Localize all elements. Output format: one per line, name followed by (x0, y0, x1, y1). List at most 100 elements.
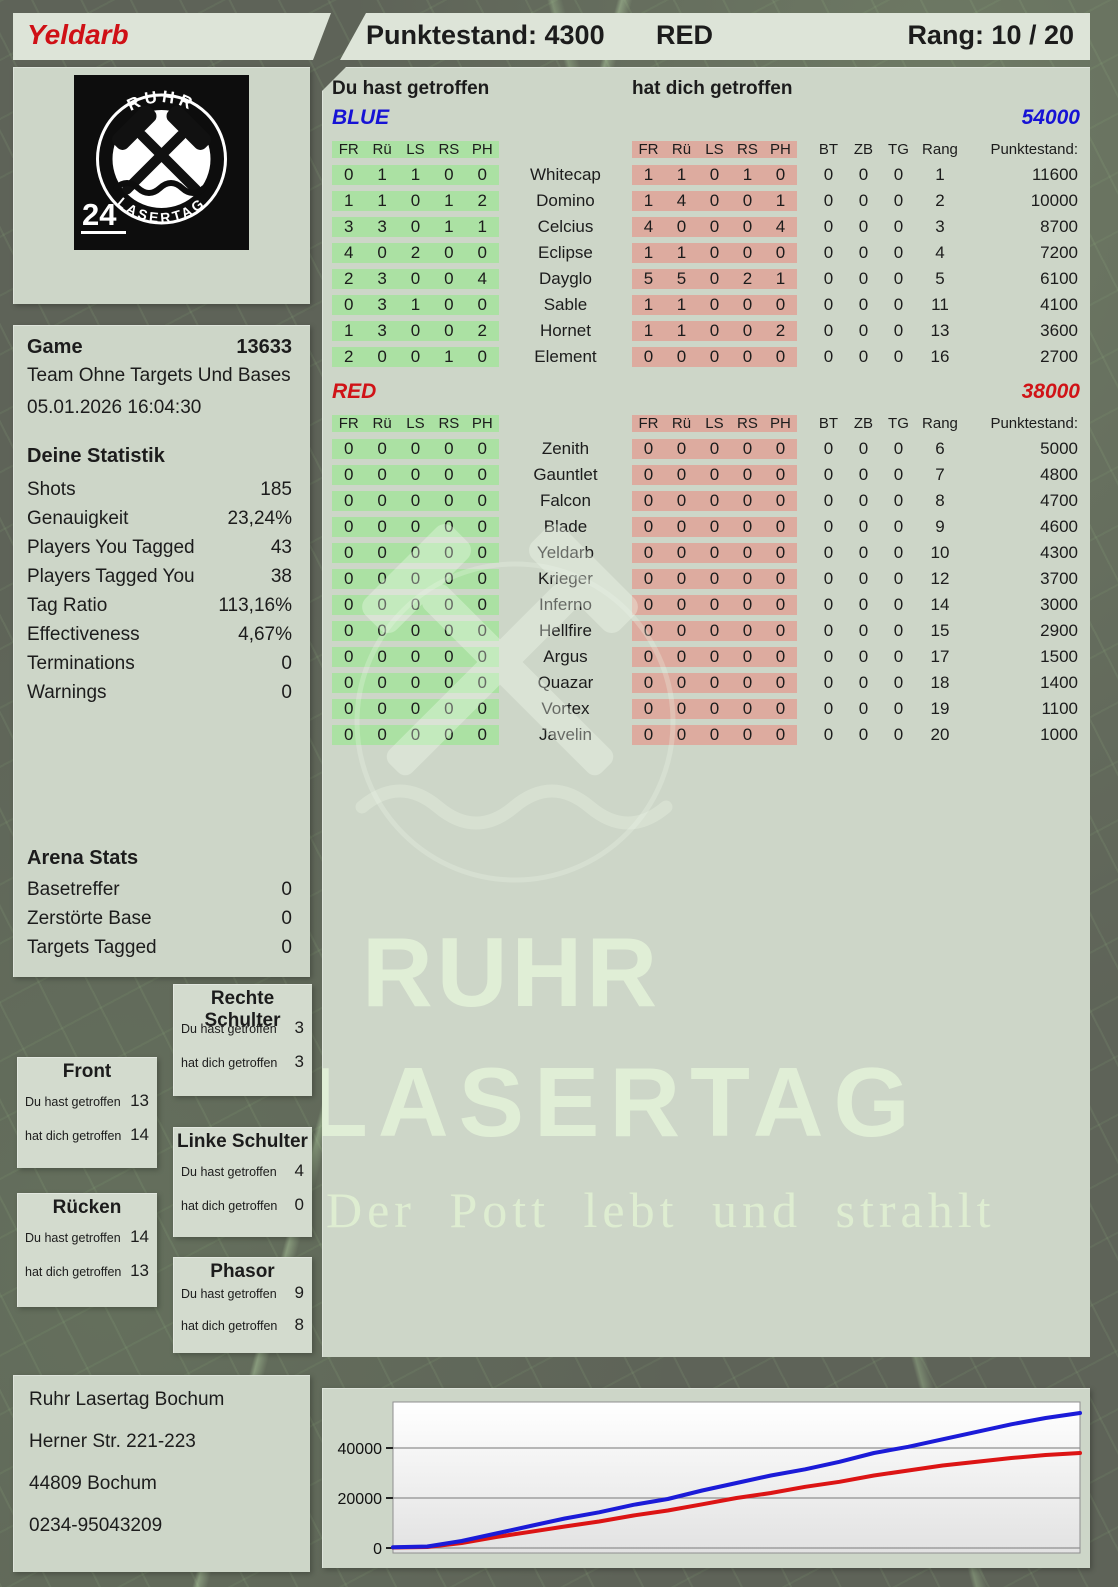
cell-rang: 15 (930, 621, 950, 640)
player-name-bar: Yeldarb (13, 13, 331, 60)
column-header-tg: TG (888, 414, 909, 432)
cell-taken: 0 (664, 217, 698, 237)
column-header-punktestand: Punktestand: (990, 140, 1078, 158)
series-line-red (391, 1451, 1082, 1550)
cell-given: 0 (432, 543, 466, 563)
cell-rang: 7 (935, 465, 945, 484)
hitbox-taken-row: hat dich getroffen 13 (25, 1261, 149, 1281)
cell-given: 0 (332, 673, 366, 693)
cell-given: 0 (332, 491, 366, 511)
cell-tg: 0 (893, 491, 904, 510)
cell-given: 0 (432, 321, 466, 341)
hitbox-title: Linke Schulter (177, 1131, 308, 1152)
cell-taken: 0 (763, 621, 797, 641)
cell-taken: 1 (631, 321, 665, 341)
column-header-taken: Rü (664, 140, 698, 158)
cell-rang: 10 (930, 543, 950, 562)
logo-badge-24: 24 (82, 197, 117, 232)
taken-value: 14 (130, 1125, 149, 1144)
table-row: 0 0 0 0 0 Inferno 0 0 0 0 0 0 0 0 14 3000 (332, 592, 1080, 618)
cell-given: 0 (465, 165, 499, 185)
cell-taken: 0 (763, 517, 797, 537)
cell-zb: 0 (858, 725, 869, 744)
cell-taken: 0 (763, 569, 797, 589)
table-row: 0 0 0 0 0 Krieger 0 0 0 0 0 0 0 0 12 3700 (332, 566, 1080, 592)
cell-given: 3 (365, 295, 399, 315)
stat-row: Tag Ratio 113,16% (27, 591, 292, 620)
cell-taken: 0 (763, 491, 797, 511)
cell-punktestand: 1500 (1040, 647, 1078, 666)
column-header-given: RS (432, 140, 466, 158)
table-row: 0 0 0 0 0 Vortex 0 0 0 0 0 0 0 0 19 1100 (332, 696, 1080, 722)
cell-rang: 8 (935, 491, 945, 510)
table-row: 0 0 0 0 0 Quazar 0 0 0 0 0 0 0 0 18 1400 (332, 670, 1080, 696)
score-header-bar: Punktestand: 4300 RED Rang: 10 / 20 (340, 13, 1090, 60)
cell-given: 0 (465, 647, 499, 667)
cell-given: 0 (398, 321, 433, 341)
cell-given: 3 (365, 217, 399, 237)
cell-rang: 18 (930, 673, 950, 692)
cell-tg: 0 (893, 673, 904, 692)
cell-taken: 0 (763, 165, 797, 185)
cell-zb: 0 (858, 439, 869, 458)
cell-punktestand: 5000 (1040, 439, 1078, 458)
cell-bt: 0 (823, 269, 834, 288)
taken-label: hat dich getroffen (181, 1199, 278, 1213)
stats-list: Shots 185 Genauigkeit 23,24% Players You Tag… (27, 475, 292, 707)
cell-punktestand: 4600 (1040, 517, 1078, 536)
cell-taken: 0 (697, 243, 731, 263)
hitbox-linke-schulter: Linke Schulter Du hast getroffen 4 hat di… (173, 1127, 312, 1237)
given-label: Du hast getroffen (25, 1095, 121, 1109)
cell-tg: 0 (893, 699, 904, 718)
cell-given: 0 (332, 439, 366, 459)
cell-given: 2 (332, 347, 366, 367)
column-header-given: LS (398, 140, 433, 158)
column-header-zb: ZB (853, 414, 874, 432)
cell-zb: 0 (858, 673, 869, 692)
cell-taken: 1 (763, 191, 797, 211)
game-id: 13633 (236, 336, 292, 358)
cell-taken: 0 (763, 439, 797, 459)
cell-taken: 4 (664, 191, 698, 211)
cell-taken: 0 (631, 517, 665, 537)
cell-punktestand: 4100 (1040, 295, 1078, 314)
cell-punktestand: 7200 (1040, 243, 1078, 262)
cell-punktestand: 3600 (1040, 321, 1078, 340)
column-header-given: PH (465, 414, 499, 432)
given-value: 14 (130, 1227, 149, 1246)
cell-tg: 0 (893, 465, 904, 484)
cell-taken: 0 (631, 347, 665, 367)
stat-label: Players You Tagged (27, 536, 195, 558)
cell-taken: 0 (664, 725, 698, 745)
cell-zb: 0 (858, 543, 869, 562)
cell-given: 3 (332, 217, 366, 237)
column-header-taken: FR (631, 414, 665, 432)
cell-tg: 0 (893, 295, 904, 314)
player-name: Whitecap (530, 165, 601, 184)
cell-given: 0 (398, 217, 433, 237)
cell-bt: 0 (823, 191, 834, 210)
column-header-tg: TG (888, 140, 909, 158)
stat-value: 0 (281, 936, 292, 958)
stat-row: Genauigkeit 23,24% (27, 504, 292, 533)
stat-row: Players Tagged You 38 (27, 562, 292, 591)
address-line: 0234-95043209 (29, 1515, 163, 1536)
cell-given: 3 (365, 269, 399, 289)
cell-rang: 2 (935, 191, 945, 210)
player-name: Celcius (537, 217, 594, 236)
cell-taken: 0 (631, 465, 665, 485)
cell-given: 0 (365, 347, 399, 367)
cell-taken: 0 (697, 439, 731, 459)
cell-punktestand: 6100 (1040, 269, 1078, 288)
cell-bt: 0 (823, 647, 834, 666)
cell-taken: 0 (763, 347, 797, 367)
table-row: 0 3 1 0 0 Sable 1 1 0 0 0 0 0 0 11 4100 (332, 292, 1080, 318)
table-row: 1 1 0 1 2 Domino 1 4 0 0 1 0 0 0 2 10000 (332, 188, 1080, 214)
table-row: 0 1 1 0 0 Whitecap 1 1 0 1 0 0 0 0 1 11600 (332, 162, 1080, 188)
cell-given: 0 (432, 699, 466, 719)
cell-given: 2 (398, 243, 433, 263)
header-rank: Rang: 10 / 20 (907, 20, 1074, 50)
cell-given: 0 (432, 243, 466, 263)
column-header-rang: Rang (922, 140, 958, 158)
cell-bt: 0 (823, 699, 834, 718)
